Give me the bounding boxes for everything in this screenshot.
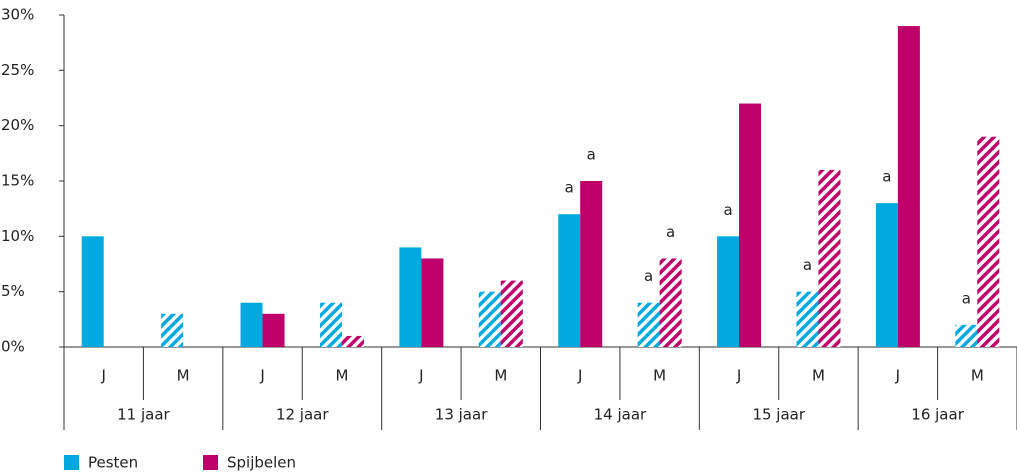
y-tick-label: 20% xyxy=(1,116,34,134)
annotation: a xyxy=(644,267,653,285)
y-tick-label: 30% xyxy=(1,6,34,24)
bar xyxy=(81,236,104,347)
x-tick-label: J xyxy=(259,367,264,385)
legend-label: Pesten xyxy=(88,454,138,472)
bar xyxy=(500,280,523,347)
bar xyxy=(897,26,920,348)
annotation: a xyxy=(803,256,812,274)
x-tick-label: M xyxy=(335,367,348,385)
x-tick-label: J xyxy=(577,367,582,385)
x-tick-label: J xyxy=(895,367,900,385)
bar xyxy=(580,181,603,347)
bar xyxy=(659,258,682,347)
x-tick-label: M xyxy=(971,367,984,385)
x-tick-label: J xyxy=(736,367,741,385)
group-label: 11 jaar xyxy=(117,406,170,424)
legend-swatch xyxy=(203,455,218,470)
x-tick-label: M xyxy=(494,367,507,385)
legend-swatch xyxy=(64,455,79,470)
group-label: 14 jaar xyxy=(594,406,647,424)
bar xyxy=(341,335,364,347)
bar xyxy=(955,324,978,347)
bar xyxy=(161,313,184,347)
bar xyxy=(421,258,444,347)
x-tick-label: M xyxy=(177,367,190,385)
x-tick-label: J xyxy=(418,367,423,385)
bar xyxy=(717,236,740,347)
annotation: a xyxy=(882,168,891,186)
legend-label: Spijbelen xyxy=(227,454,296,472)
bar xyxy=(796,291,819,347)
bar xyxy=(977,136,1000,347)
x-tick-label: M xyxy=(653,367,666,385)
bar xyxy=(875,203,898,347)
y-tick-label: 10% xyxy=(1,227,34,245)
annotation: a xyxy=(666,223,675,241)
annotation: a xyxy=(587,146,596,164)
group-label: 12 jaar xyxy=(276,406,329,424)
annotation: a xyxy=(565,179,574,197)
y-tick-label: 5% xyxy=(1,282,25,300)
bar xyxy=(637,302,660,347)
bar xyxy=(558,214,581,347)
bar xyxy=(478,291,501,347)
bar xyxy=(262,313,285,347)
group-label: 16 jaar xyxy=(911,406,964,424)
annotation: a xyxy=(962,289,971,307)
y-tick-label: 0% xyxy=(1,338,25,356)
bar xyxy=(319,302,342,347)
bar xyxy=(818,169,841,347)
bar xyxy=(240,302,263,347)
y-tick-label: 15% xyxy=(1,172,34,190)
group-label: 15 jaar xyxy=(752,406,805,424)
bar xyxy=(399,247,422,347)
x-tick-label: M xyxy=(812,367,825,385)
annotation: a xyxy=(723,201,732,219)
group-label: 13 jaar xyxy=(435,406,488,424)
y-tick-label: 25% xyxy=(1,61,34,79)
x-tick-label: J xyxy=(100,367,105,385)
bar xyxy=(739,103,762,348)
